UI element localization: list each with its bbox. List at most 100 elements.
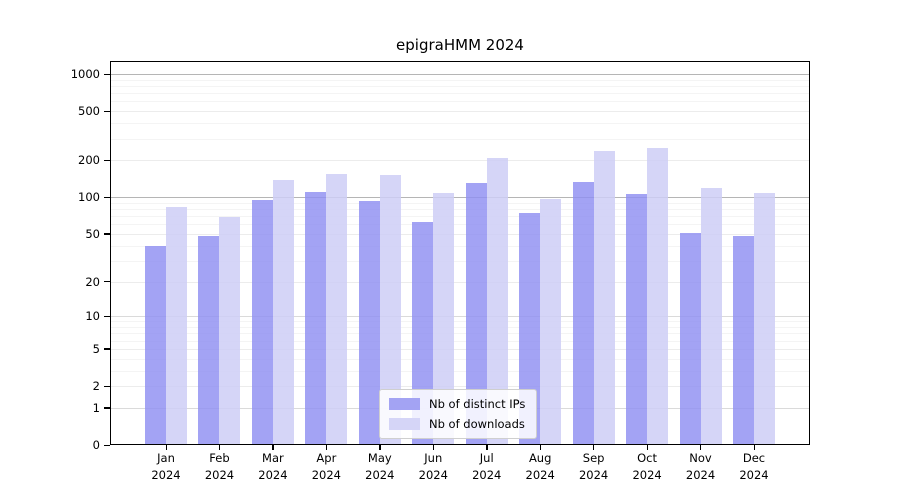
gridline-9	[111, 321, 809, 323]
gridline-10	[111, 316, 809, 318]
bar-downloads-feb	[219, 216, 241, 444]
gridline-1000	[111, 74, 809, 76]
gridline-50	[111, 233, 809, 235]
gridline-300	[111, 138, 809, 140]
y-tick-label-200: 200	[78, 153, 100, 168]
x-tick-label-feb: Feb 2024	[204, 451, 235, 482]
bar-distinct-ips-sep	[572, 182, 594, 444]
y-tick-label-2: 2	[92, 379, 100, 393]
bar-distinct-ips-mar	[251, 200, 273, 444]
bar-downloads-oct	[647, 148, 669, 444]
y-tick-label-50: 50	[85, 226, 100, 241]
chart-title: epigraHMM 2024	[396, 36, 524, 54]
gridline-600	[111, 101, 809, 103]
y-tick-label-0: 0	[92, 438, 100, 452]
gridline-700	[111, 93, 809, 95]
bar-distinct-ips-oct	[626, 193, 648, 444]
legend-row-distinct-ips: Nb of distinct IPs	[389, 397, 525, 411]
x-tick-label-nov: Nov 2024	[685, 451, 716, 482]
x-tick-apr	[325, 445, 328, 450]
x-tick-jun	[432, 445, 435, 450]
gridline-60	[111, 224, 809, 226]
legend-row-downloads: Nb of downloads	[389, 417, 525, 431]
x-tick-may	[379, 445, 381, 450]
x-tick-label-aug: Aug 2024	[525, 451, 555, 482]
x-tick-oct	[646, 445, 648, 450]
bar-distinct-ips-may	[358, 201, 380, 444]
x-tick-label-jan: Jan 2024	[151, 451, 181, 482]
plot-area	[110, 61, 810, 445]
x-tick-dec	[753, 445, 755, 450]
y-tick-0	[104, 444, 110, 446]
y-tick-200	[104, 159, 110, 162]
gridline-3	[111, 370, 809, 372]
y-tick-label-1: 1	[92, 400, 100, 415]
gridline-70	[111, 216, 809, 218]
bar-downloads-nov	[700, 188, 722, 444]
x-tick-jan	[165, 445, 167, 450]
y-tick-20	[104, 281, 110, 283]
y-tick-1000	[104, 73, 110, 75]
x-tick-label-dec: Dec 2024	[739, 451, 769, 482]
y-tick-2	[104, 385, 110, 387]
bar-distinct-ips-feb	[198, 236, 220, 444]
y-tick-label-10: 10	[85, 309, 100, 324]
y-tick-label-500: 500	[78, 104, 100, 119]
bar-downloads-aug	[540, 198, 562, 444]
x-tick-feb	[218, 445, 221, 450]
bar-downloads-may	[379, 175, 401, 444]
gridline-200	[111, 160, 809, 162]
gridline-30	[111, 260, 809, 262]
y-tick-100	[104, 196, 110, 198]
gridline-2	[111, 386, 809, 387]
bar-downloads-mar	[272, 179, 294, 444]
y-tick-label-1000: 1000	[70, 67, 100, 82]
y-tick-500	[104, 110, 110, 112]
bar-distinct-ips-nov	[679, 232, 701, 444]
gridline-900	[111, 79, 809, 81]
bar-distinct-ips-aug	[519, 212, 541, 444]
x-tick-label-sep: Sep 2024	[578, 451, 609, 482]
legend-swatch-icon	[389, 418, 420, 430]
gridline-20	[111, 281, 809, 283]
x-tick-label-oct: Oct 2024	[632, 451, 662, 482]
x-tick-aug	[539, 445, 541, 450]
x-tick-sep	[593, 445, 595, 450]
bar-distinct-ips-jun	[412, 222, 434, 444]
y-tick-label-100: 100	[78, 190, 100, 205]
bar-downloads-sep	[593, 150, 615, 444]
gridline-6	[111, 340, 809, 342]
legend-label: Nb of distinct IPs	[429, 397, 526, 411]
bar-distinct-ips-apr	[305, 191, 327, 444]
bar-downloads-dec	[754, 193, 775, 444]
x-tick-label-may: May 2024	[365, 451, 395, 482]
bar-downloads-jul	[486, 158, 508, 444]
y-tick-label-20: 20	[85, 274, 100, 289]
bar-downloads-jun	[433, 192, 455, 444]
bar-distinct-ips-jul	[465, 183, 487, 444]
gridline-100	[111, 197, 809, 199]
gridline-5	[111, 348, 809, 350]
x-tick-mar	[272, 445, 274, 450]
gridline-400	[111, 123, 809, 125]
x-tick-label-mar: Mar 2024	[258, 451, 288, 482]
y-tick-50	[104, 233, 110, 235]
gridline-90	[111, 202, 809, 204]
bar-distinct-ips-jan	[145, 245, 166, 444]
y-tick-5	[104, 348, 110, 350]
bar-downloads-apr	[326, 173, 348, 444]
y-tick-label-5: 5	[92, 341, 100, 356]
legend-swatch-icon	[389, 398, 420, 410]
gridline-8	[111, 327, 809, 329]
gridline-500	[111, 111, 809, 113]
x-tick-label-jul: Jul 2024	[472, 451, 502, 482]
y-tick-10	[104, 315, 110, 318]
legend-label: Nb of downloads	[429, 417, 525, 431]
x-tick-nov	[700, 445, 702, 450]
y-tick-1	[104, 407, 110, 409]
gridline-7	[111, 333, 809, 335]
x-tick-label-apr: Apr 2024	[311, 451, 341, 482]
gridline-80	[111, 209, 809, 211]
gridline-40	[111, 245, 809, 247]
